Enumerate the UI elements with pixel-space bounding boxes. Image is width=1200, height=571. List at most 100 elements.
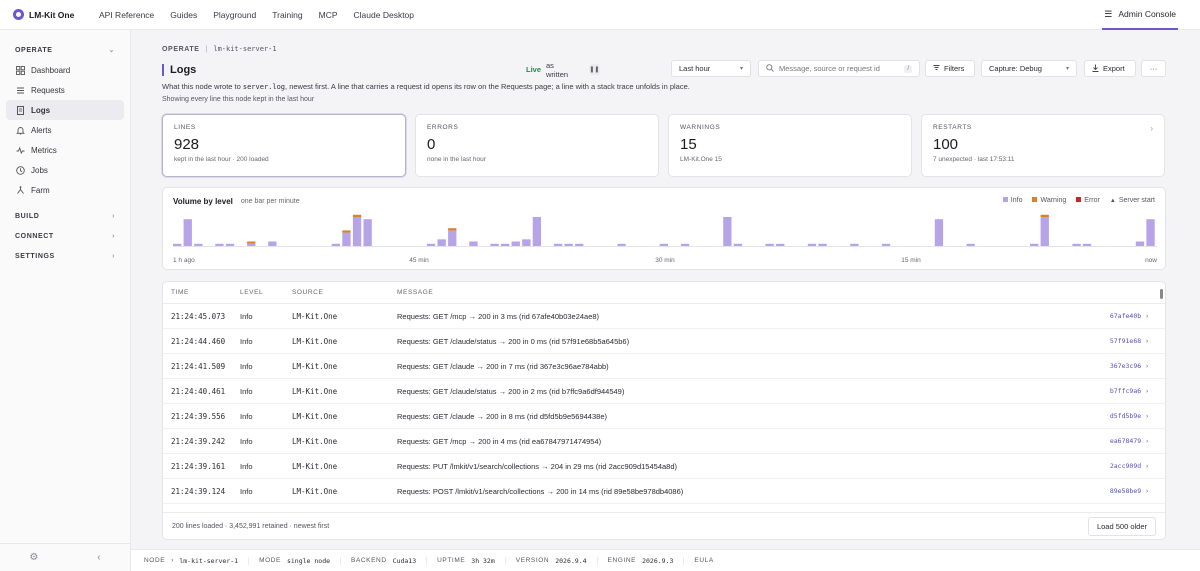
stat-card-errors[interactable]: ERRORS 0 none in the last hour xyxy=(415,114,659,177)
sidebar-item-dashboard[interactable]: Dashboard xyxy=(6,60,124,80)
bar-info-4[interactable] xyxy=(215,243,224,246)
request-id-link[interactable]: ea678479 › xyxy=(1109,437,1149,445)
bar-info-61[interactable] xyxy=(818,243,827,246)
bar-info-38[interactable] xyxy=(575,243,584,246)
bar-info-81[interactable] xyxy=(1030,243,1039,246)
admin-console-tab[interactable]: ☰ Admin Console xyxy=(1102,0,1178,30)
bar-info-31[interactable] xyxy=(501,243,510,246)
sidebar-item-alerts[interactable]: Alerts xyxy=(6,120,124,140)
request-id-link[interactable]: b7ffc9a6 › xyxy=(1109,387,1149,395)
request-id-link[interactable]: 89e58be9 › xyxy=(1109,487,1149,495)
table-row[interactable]: 21:24:39.124 Info LM-Kit.One Requests: P… xyxy=(163,479,1165,504)
bar-info-36[interactable] xyxy=(553,243,563,246)
sidebar-item-jobs[interactable]: Jobs xyxy=(6,160,124,180)
bar-info-1[interactable] xyxy=(183,219,192,246)
bar-warning-26[interactable] xyxy=(448,228,457,231)
load-older-button[interactable]: Load 500 older xyxy=(1087,516,1156,536)
bar-info-0[interactable] xyxy=(173,243,182,246)
bar-info-67[interactable] xyxy=(881,243,891,246)
pause-icon[interactable]: ❚❚ xyxy=(588,64,600,75)
table-row[interactable]: 21:24:39.556 Info LM-Kit.One Requests: G… xyxy=(163,404,1165,429)
bar-info-34[interactable] xyxy=(532,217,541,246)
scrollbar-thumb[interactable] xyxy=(1160,289,1163,299)
bar-info-2[interactable] xyxy=(194,243,203,246)
topnav-training[interactable]: Training xyxy=(272,9,303,20)
bar-info-92[interactable] xyxy=(1146,219,1155,246)
bar-info-17[interactable] xyxy=(352,217,362,246)
column-header-source[interactable]: SOURCE xyxy=(292,289,324,296)
capture-level-select[interactable]: Capture: Debug ▾ xyxy=(981,60,1077,77)
sidebar-item-metrics[interactable]: Metrics xyxy=(6,140,124,160)
live-indicator[interactable]: Live as written ❚❚ xyxy=(520,61,600,79)
table-row[interactable]: 21:24:39.242 Info LM-Kit.One Requests: G… xyxy=(163,429,1165,454)
bar-info-72[interactable] xyxy=(934,219,944,246)
bar-info-57[interactable] xyxy=(776,243,785,246)
topnav-guides[interactable]: Guides xyxy=(170,9,198,20)
bar-info-32[interactable] xyxy=(511,241,520,247)
bar-info-56[interactable] xyxy=(765,243,774,246)
sidebar-item-requests[interactable]: Requests xyxy=(6,80,124,100)
stat-card-warnings[interactable]: WARNINGS 15 LM-Kit.One 15 xyxy=(668,114,912,177)
search-input[interactable]: Message, source or request id / xyxy=(758,60,920,77)
gear-icon[interactable]: ⚙ xyxy=(29,552,39,563)
table-row[interactable]: 21:24:41.509 Info LM-Kit.One Requests: G… xyxy=(163,354,1165,379)
filters-button[interactable]: Filters xyxy=(925,60,975,77)
request-id-link[interactable]: d5fd5b9e › xyxy=(1109,412,1149,420)
request-id-link[interactable]: 57f91e68 › xyxy=(1109,337,1149,345)
topnav-playground[interactable]: Playground xyxy=(213,9,257,20)
section-operate[interactable]: OPERATE ⌄ xyxy=(0,40,130,60)
bar-info-91[interactable] xyxy=(1135,241,1145,247)
bar-warning-17[interactable] xyxy=(352,214,362,217)
sidebar-item-logs[interactable]: Logs xyxy=(6,100,124,120)
bar-info-25[interactable] xyxy=(437,239,446,246)
table-row[interactable]: 21:24:45.073 Info LM-Kit.One Requests: G… xyxy=(163,304,1165,329)
bar-info-30[interactable] xyxy=(490,243,499,246)
table-row[interactable]: 21:24:39.161 Info LM-Kit.One Requests: P… xyxy=(163,454,1165,479)
stat-card-restarts[interactable]: RESTARTS 100 7 unexpected · last 17:53:1… xyxy=(921,114,1165,177)
stat-card-lines[interactable]: LINES 928 kept in the last hour · 200 lo… xyxy=(162,114,406,177)
topnav-mcp[interactable]: MCP xyxy=(318,9,338,20)
bar-info-5[interactable] xyxy=(225,243,235,246)
bar-info-53[interactable] xyxy=(733,243,743,246)
export-button[interactable]: Export xyxy=(1084,60,1136,77)
bar-info-64[interactable] xyxy=(850,243,859,246)
column-header-message[interactable]: MESSAGE xyxy=(397,289,434,296)
bar-info-33[interactable] xyxy=(522,239,531,246)
bar-info-7[interactable] xyxy=(247,243,256,246)
more-options-button[interactable]: ··· xyxy=(1141,60,1166,77)
bar-info-52[interactable] xyxy=(723,217,732,246)
bar-info-18[interactable] xyxy=(363,219,372,246)
bar-info-26[interactable] xyxy=(448,230,457,246)
time-range-select[interactable]: Last hour ▾ xyxy=(671,60,751,77)
bar-info-16[interactable] xyxy=(342,232,351,246)
section-settings[interactable]: SETTINGS › xyxy=(0,246,130,266)
collapse-sidebar-icon[interactable]: ‹ xyxy=(97,552,101,563)
request-id-link[interactable]: 2acc909d › xyxy=(1109,462,1149,470)
bar-info-42[interactable] xyxy=(617,243,626,246)
bar-info-15[interactable] xyxy=(331,243,340,246)
bar-warning-82[interactable] xyxy=(1040,214,1049,217)
request-id-link[interactable]: 367e3c96 › xyxy=(1109,362,1149,370)
table-row[interactable]: 21:24:44.460 Info LM-Kit.One Requests: G… xyxy=(163,329,1165,354)
bar-info-48[interactable] xyxy=(680,243,690,246)
bar-info-46[interactable] xyxy=(659,243,668,246)
status-node[interactable]: NODE › lm-kit-server-1 xyxy=(144,556,250,565)
bar-info-28[interactable] xyxy=(469,241,478,247)
bar-info-37[interactable] xyxy=(564,243,573,246)
sidebar-item-farm[interactable]: Farm xyxy=(6,180,124,200)
bar-info-82[interactable] xyxy=(1040,217,1049,246)
bar-info-24[interactable] xyxy=(426,243,436,246)
bar-info-85[interactable] xyxy=(1072,243,1081,246)
topnav-claude-desktop[interactable]: Claude Desktop xyxy=(353,9,415,20)
bar-info-86[interactable] xyxy=(1082,243,1092,246)
bar-info-75[interactable] xyxy=(966,243,975,246)
breadcrumb-section[interactable]: OPERATE xyxy=(162,45,200,53)
status-eula[interactable]: EULA xyxy=(694,557,723,564)
bar-info-9[interactable] xyxy=(268,241,277,247)
topnav-api-reference[interactable]: API Reference xyxy=(99,9,155,20)
column-header-time[interactable]: TIME xyxy=(171,289,189,296)
section-connect[interactable]: CONNECT › xyxy=(0,226,130,246)
bar-warning-16[interactable] xyxy=(342,230,351,233)
column-header-level[interactable]: LEVEL xyxy=(240,289,264,296)
app-logo[interactable]: LM-Kit One xyxy=(0,9,130,20)
